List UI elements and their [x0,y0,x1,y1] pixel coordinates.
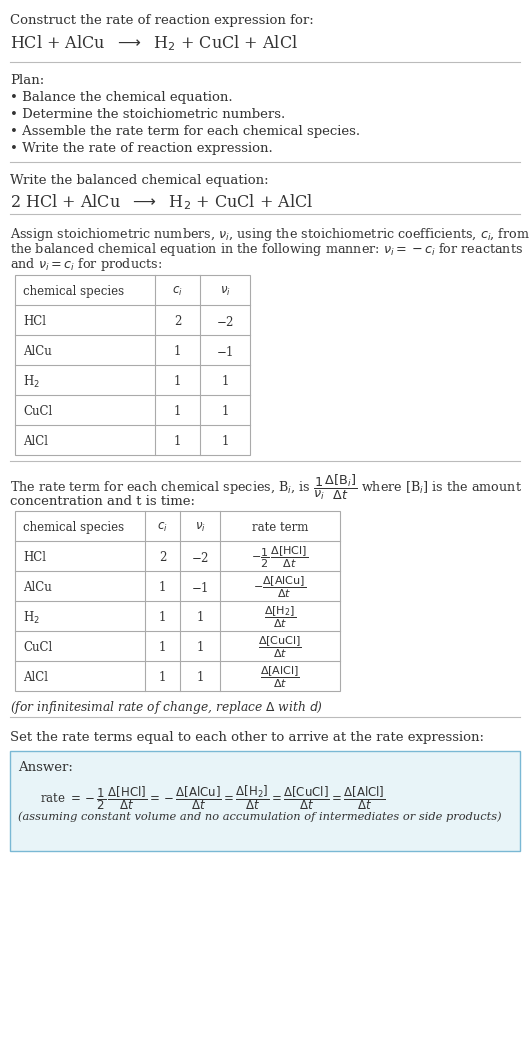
Text: Assign stoichiometric numbers, $\nu_i$, using the stoichiometric coefficients, $: Assign stoichiometric numbers, $\nu_i$, … [10,226,530,243]
Text: 2: 2 [159,551,166,564]
Text: HCl: HCl [23,551,46,564]
Text: $-$2: $-$2 [191,550,209,565]
Text: $-$1: $-$1 [216,345,234,358]
Text: 2: 2 [174,315,181,328]
Text: chemical species: chemical species [23,285,124,298]
Text: $\dfrac{\Delta[\mathrm{CuCl}]}{\Delta t}$: $\dfrac{\Delta[\mathrm{CuCl}]}{\Delta t}… [258,635,302,660]
Text: H$_2$: H$_2$ [23,609,40,626]
Text: H$_2$: H$_2$ [23,374,40,389]
Text: Set the rate terms equal to each other to arrive at the rate expression:: Set the rate terms equal to each other t… [10,731,484,744]
Text: Plan:: Plan: [10,74,44,87]
Text: 1: 1 [222,435,228,448]
Text: • Balance the chemical equation.: • Balance the chemical equation. [10,91,233,104]
Text: 1: 1 [196,671,204,684]
Text: AlCl: AlCl [23,671,48,684]
Text: • Write the rate of reaction expression.: • Write the rate of reaction expression. [10,142,273,155]
Bar [15,275,250,455]
Text: The rate term for each chemical species, B$_i$, is $\dfrac{1}{\nu_i}\dfrac{\Delt: The rate term for each chemical species,… [10,473,522,502]
Text: $-$2: $-$2 [216,315,234,328]
Text: (for infinitesimal rate of change, replace $\Delta$ with $d$): (for infinitesimal rate of change, repla… [10,699,323,716]
Text: • Determine the stoichiometric numbers.: • Determine the stoichiometric numbers. [10,108,285,121]
FancyBboxPatch shape [10,752,520,851]
Text: rate $= -\dfrac{1}{2}\,\dfrac{\Delta[\mathrm{HCl}]}{\Delta t} = -\dfrac{\Delta[\: rate $= -\dfrac{1}{2}\,\dfrac{\Delta[\ma… [40,783,385,812]
Text: 1: 1 [174,375,181,388]
Text: $c_i$: $c_i$ [172,285,183,298]
Text: $\nu_i$: $\nu_i$ [195,521,206,534]
Text: 2 HCl + AlCu  $\longrightarrow$  H$_2$ + CuCl + AlCl: 2 HCl + AlCu $\longrightarrow$ H$_2$ + C… [10,192,313,212]
Text: Answer:: Answer: [18,761,73,774]
Text: chemical species: chemical species [23,521,124,534]
Text: 1: 1 [196,641,204,654]
Text: CuCl: CuCl [23,405,52,418]
Text: HCl + AlCu  $\longrightarrow$  H$_2$ + CuCl + AlCl: HCl + AlCu $\longrightarrow$ H$_2$ + CuC… [10,33,298,53]
Text: 1: 1 [159,671,166,684]
Text: $-$1: $-$1 [191,580,209,595]
Text: concentration and t is time:: concentration and t is time: [10,495,195,508]
Text: AlCl: AlCl [23,435,48,448]
Text: (assuming constant volume and no accumulation of intermediates or side products): (assuming constant volume and no accumul… [18,811,501,821]
Text: Construct the rate of reaction expression for:: Construct the rate of reaction expressio… [10,13,314,27]
Text: $\dfrac{\Delta[\mathrm{H}_2]}{\Delta t}$: $\dfrac{\Delta[\mathrm{H}_2]}{\Delta t}$ [264,605,296,630]
Text: 1: 1 [174,435,181,448]
Text: $-\dfrac{\Delta[\mathrm{AlCu}]}{\Delta t}$: $-\dfrac{\Delta[\mathrm{AlCu}]}{\Delta t… [253,575,306,600]
Text: AlCu: AlCu [23,345,52,358]
Text: the balanced chemical equation in the following manner: $\nu_i = -c_i$ for react: the balanced chemical equation in the fo… [10,241,523,258]
Text: $\dfrac{\Delta[\mathrm{AlCl}]}{\Delta t}$: $\dfrac{\Delta[\mathrm{AlCl}]}{\Delta t}… [260,664,300,690]
Text: $c_i$: $c_i$ [157,521,168,534]
Text: and $\nu_i = c_i$ for products:: and $\nu_i = c_i$ for products: [10,256,162,273]
Text: HCl: HCl [23,315,46,328]
Text: 1: 1 [174,345,181,358]
Text: CuCl: CuCl [23,641,52,654]
Text: 1: 1 [196,611,204,624]
Text: 1: 1 [159,581,166,594]
Bar [15,511,340,691]
Text: 1: 1 [174,405,181,418]
Text: rate term: rate term [252,521,308,534]
Text: 1: 1 [222,405,228,418]
Text: 1: 1 [159,641,166,654]
Text: $-\dfrac{1}{2}\,\dfrac{\Delta[\mathrm{HCl}]}{\Delta t}$: $-\dfrac{1}{2}\,\dfrac{\Delta[\mathrm{HC… [251,545,308,570]
Text: $\nu_i$: $\nu_i$ [219,285,231,298]
Text: • Assemble the rate term for each chemical species.: • Assemble the rate term for each chemic… [10,125,360,138]
Text: 1: 1 [222,375,228,388]
Text: 1: 1 [159,611,166,624]
Text: AlCu: AlCu [23,581,52,594]
Text: Write the balanced chemical equation:: Write the balanced chemical equation: [10,174,269,187]
